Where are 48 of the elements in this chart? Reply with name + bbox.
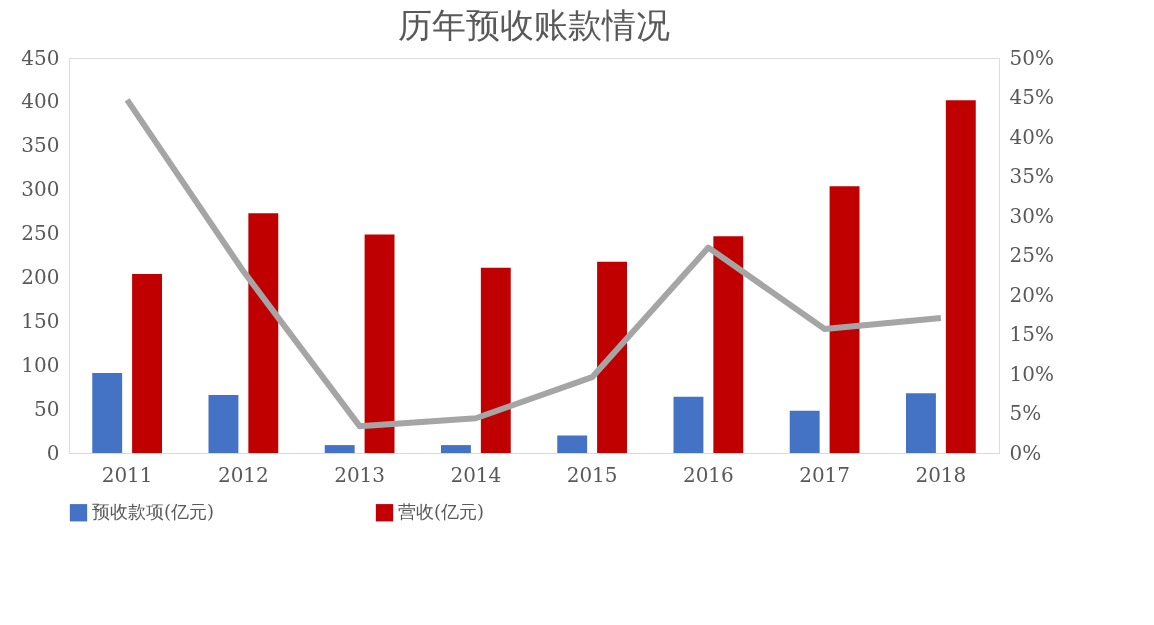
x-tick-label: 2013	[334, 462, 386, 487]
y-tick-label: 200	[21, 264, 60, 289]
legend-label: 营收(亿元)	[398, 500, 485, 522]
y2-tick-label: 15%	[1009, 322, 1054, 346]
bar	[597, 261, 627, 453]
y2-tick-label: 10%	[1009, 361, 1054, 386]
y2-tick-label: 35%	[1009, 164, 1054, 188]
bar	[789, 410, 820, 453]
bar	[208, 395, 239, 453]
bar	[673, 396, 704, 453]
bar	[364, 234, 395, 453]
x-tick-label: 2012	[217, 462, 269, 487]
bar	[557, 435, 588, 453]
y2-tick-label: 40%	[1009, 124, 1054, 149]
y-tick-label: 350	[21, 133, 60, 158]
x-tick-label: 2014	[450, 462, 502, 487]
legend-label: 预收款项(亿元)	[92, 500, 215, 522]
y2-tick-label: 50%	[1009, 45, 1054, 70]
y2-tick-label: 20%	[1009, 282, 1054, 307]
x-tick-label: 2018	[915, 462, 967, 487]
bar	[945, 100, 976, 453]
y2-tick-label: 5%	[1009, 401, 1042, 425]
y2-tick-label: 45%	[1009, 85, 1054, 109]
y-tick-label: 0	[46, 440, 60, 465]
bar	[480, 267, 511, 453]
bar	[829, 186, 860, 453]
x-tick-label: 2017	[799, 462, 851, 487]
x-tick-label: 2015	[566, 462, 618, 487]
bar	[713, 236, 744, 453]
bar	[906, 393, 936, 453]
y-tick-label: 450	[21, 45, 60, 70]
chart-title: 历年预收账款情况	[398, 5, 670, 45]
bar	[132, 273, 162, 453]
bar	[92, 373, 123, 453]
y-tick-label: 400	[21, 89, 60, 114]
y-tick-label: 300	[21, 177, 60, 202]
y-tick-label: 50	[34, 396, 60, 421]
y2-tick-label: 25%	[1009, 243, 1054, 267]
y-tick-label: 250	[21, 221, 60, 246]
y-tick-label: 100	[21, 352, 60, 377]
y2-tick-label: 30%	[1009, 203, 1054, 228]
y2-tick-label: 0%	[1009, 440, 1042, 465]
bar	[324, 445, 355, 453]
y-tick-label: 150	[21, 308, 60, 333]
bar	[441, 445, 471, 453]
x-tick-label: 2011	[101, 462, 153, 487]
x-tick-label: 2016	[682, 462, 734, 487]
bar	[248, 213, 279, 453]
